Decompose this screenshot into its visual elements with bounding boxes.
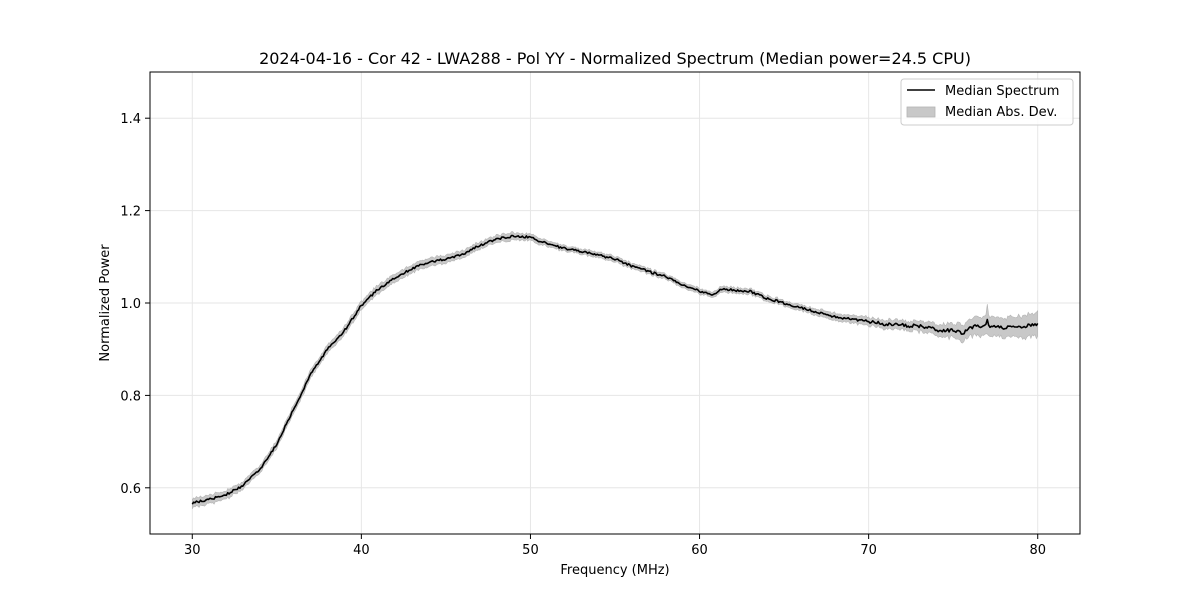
median-spectrum-line <box>191 234 1039 505</box>
y-tick-label: 0.6 <box>120 482 141 497</box>
x-tick-label: 50 <box>522 543 539 558</box>
y-axis-ticks: 0.6 0.8 1.0 1.2 1.4 <box>120 112 150 497</box>
legend-entry-median-abs-dev: Median Abs. Dev. <box>945 105 1057 120</box>
y-tick-label: 1.4 <box>120 112 141 127</box>
median-abs-dev-band <box>192 231 1038 510</box>
legend-band-swatch <box>906 106 936 118</box>
x-axis-ticks: 30 40 50 60 70 80 <box>184 534 1046 558</box>
x-axis-label: Frequency (MHz) <box>560 563 669 578</box>
x-tick-label: 30 <box>184 543 201 558</box>
x-tick-label: 70 <box>860 543 877 558</box>
x-tick-label: 40 <box>353 543 370 558</box>
legend: Median Spectrum Median Abs. Dev. <box>900 78 1074 126</box>
legend-box <box>900 78 1074 126</box>
chart-title: 2024-04-16 - Cor 42 - LWA288 - Pol YY - … <box>259 49 971 68</box>
y-tick-label: 0.8 <box>120 389 141 404</box>
x-tick-label: 80 <box>1029 543 1046 558</box>
y-tick-label: 1.0 <box>120 297 141 312</box>
legend-entry-median-spectrum: Median Spectrum <box>945 84 1059 99</box>
x-tick-label: 60 <box>691 543 708 558</box>
y-tick-label: 1.2 <box>120 205 141 220</box>
y-axis-label: Normalized Power <box>98 244 113 362</box>
